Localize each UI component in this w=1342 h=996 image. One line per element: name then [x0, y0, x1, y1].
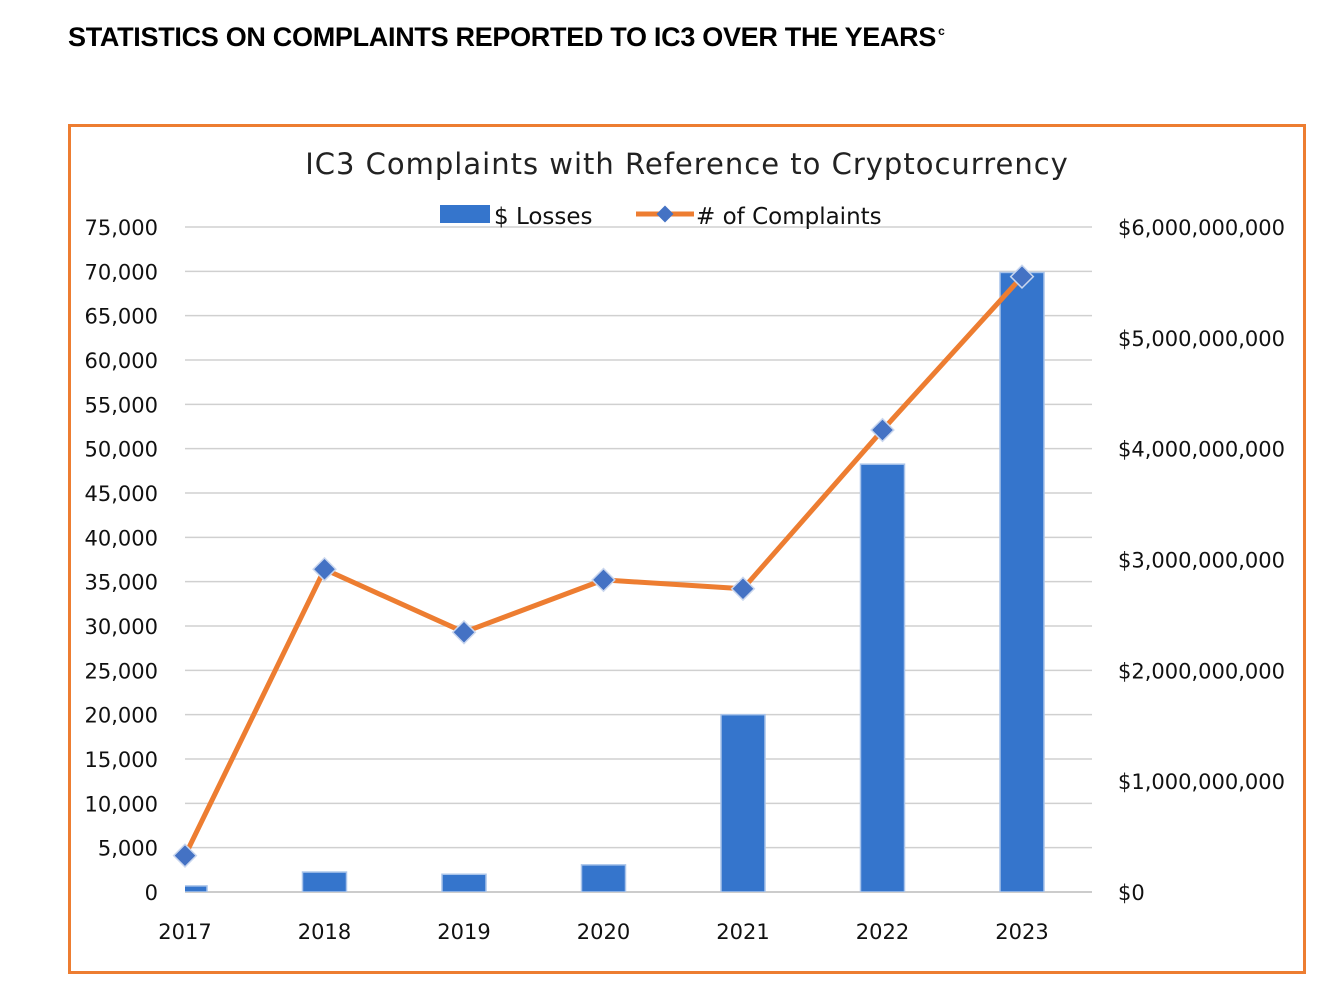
- legend-label-complaints: # of Complaints: [696, 204, 882, 230]
- x-axis-tick: 2023: [995, 920, 1048, 944]
- right-axis-tick: $0: [1118, 881, 1145, 905]
- left-axis-tick: 25,000: [85, 659, 158, 683]
- left-axis-tick: 5,000: [98, 837, 158, 861]
- footnote-marker: c: [938, 24, 945, 38]
- left-axis-tick: 30,000: [85, 615, 158, 639]
- heading-text: STATISTICS ON COMPLAINTS REPORTED TO IC3…: [68, 22, 937, 52]
- left-axis-tick: 15,000: [85, 748, 158, 772]
- bar-2021: [720, 713, 766, 892]
- marker-2018: [312, 556, 337, 582]
- legend-label-losses: $ Losses: [494, 204, 593, 230]
- left-axis-tick: 35,000: [85, 571, 158, 595]
- left-axis-tick: 0: [145, 881, 158, 905]
- left-axis-tick: 20,000: [85, 704, 158, 728]
- marker-2017: [172, 843, 198, 869]
- bar-group: [185, 271, 1045, 892]
- bar-2017: [185, 885, 208, 892]
- right-axis-tick: $6,000,000,000: [1118, 216, 1285, 240]
- marker-2022: [870, 417, 895, 443]
- bar-2020: [580, 864, 627, 892]
- bar-2019: [441, 873, 487, 892]
- marker-2020: [591, 567, 616, 593]
- right-axis-tick: $5,000,000,000: [1118, 327, 1285, 351]
- x-axis-tick: 2017: [158, 920, 211, 944]
- bar-2023: [999, 271, 1045, 892]
- x-axis-tick: 2021: [716, 920, 769, 944]
- left-axis-tick: 40,000: [85, 526, 158, 550]
- chart-title: IC3 Complaints with Reference to Cryptoc…: [305, 147, 1069, 181]
- right-axis-tick: $1,000,000,000: [1118, 770, 1285, 794]
- left-axis-tick: 75,000: [85, 216, 158, 240]
- bar-2018: [301, 871, 348, 892]
- marker-2023: [1009, 264, 1035, 290]
- marker-2021: [730, 576, 756, 602]
- right-axis-tick: $3,000,000,000: [1118, 549, 1285, 573]
- right-axis-tick: $4,000,000,000: [1118, 438, 1285, 462]
- marker-2019: [451, 619, 477, 645]
- left-axis-tick: 45,000: [85, 482, 158, 506]
- x-axis-tick: 2018: [298, 920, 351, 944]
- left-axis-tick: 60,000: [85, 349, 158, 373]
- left-axis-tick: 70,000: [85, 260, 158, 284]
- left-axis-tick: 50,000: [85, 438, 158, 462]
- page-heading: STATISTICS ON COMPLAINTS REPORTED TO IC3…: [68, 22, 945, 53]
- legend-swatch-losses: [440, 205, 490, 223]
- x-axis-tick: 2020: [577, 920, 630, 944]
- x-axis-tick: 2022: [856, 920, 909, 944]
- left-axis-tick: 65,000: [85, 305, 158, 329]
- legend-swatch-complaints-marker: [656, 205, 674, 223]
- left-axis-tick: 55,000: [85, 393, 158, 417]
- bar-2022: [859, 463, 906, 892]
- x-axis-tick: 2019: [437, 920, 490, 944]
- right-axis-tick: $2,000,000,000: [1118, 659, 1285, 683]
- chart-frame: [68, 124, 1306, 974]
- left-axis-tick: 10,000: [85, 792, 158, 816]
